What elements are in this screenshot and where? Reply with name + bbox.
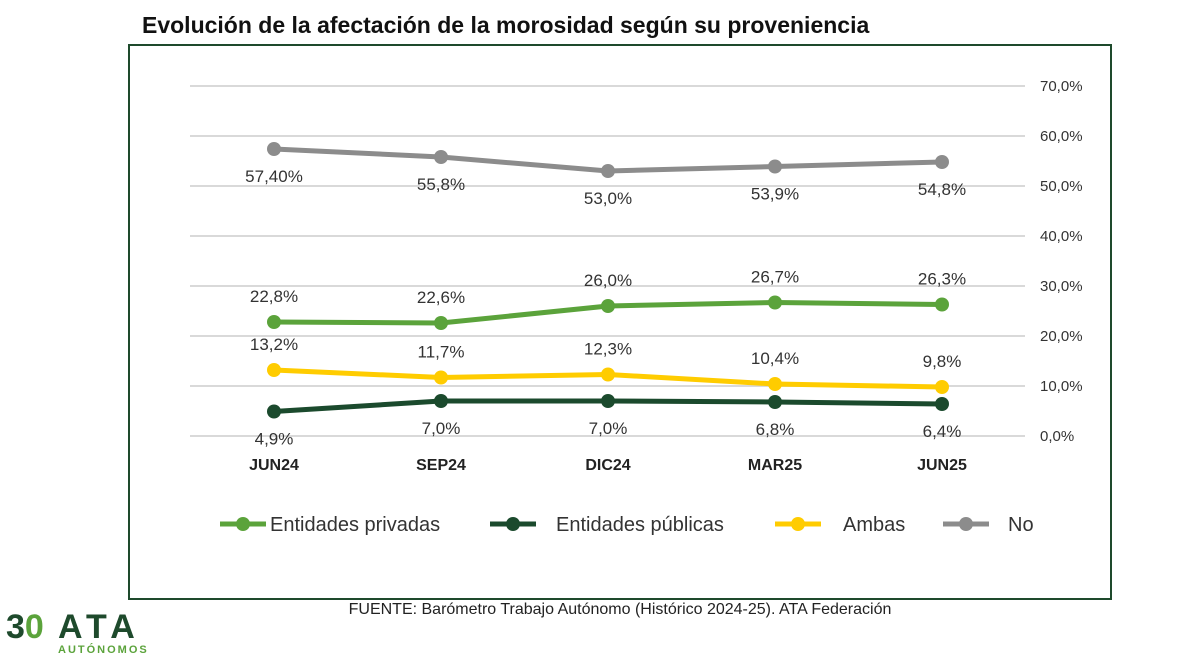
data-point [601,367,615,382]
y-tick-label: 70,0% [1040,78,1083,95]
legend-label: Entidades privadas [270,514,440,536]
data-label: 26,0% [584,271,632,290]
ata-logo: 30 ATA AUTÓNOMOS [6,610,156,658]
legend-label: Ambas [843,514,905,536]
chart-title: Evolución de la afectación de la morosid… [142,12,870,38]
y-tick-label: 10,0% [1040,378,1083,395]
data-point [601,394,615,408]
data-label: 53,9% [751,185,799,204]
data-label: 7,0% [422,419,461,438]
x-tick-label: JUN24 [249,457,299,474]
logo-subtitle: AUTÓNOMOS [58,644,149,656]
data-label: 4,9% [255,430,294,449]
legend-label: No [1008,514,1034,536]
x-tick-label: DIC24 [585,457,630,474]
data-point [935,397,949,411]
data-point [434,394,448,408]
data-label: 13,2% [250,335,298,354]
data-label: 26,7% [751,268,799,287]
data-point [267,363,281,377]
x-tick-label: MAR25 [748,457,802,474]
data-point [267,142,281,156]
data-point [768,377,782,391]
data-label: 57,40% [245,167,303,186]
data-point [267,315,281,329]
data-label: 6,8% [756,420,795,439]
data-label: 9,8% [923,352,962,371]
legend-label: Entidades públicas [556,514,724,536]
data-label: 22,8% [250,287,298,306]
data-point [434,150,448,164]
logo-name: ATA [58,608,141,646]
data-point [434,316,448,330]
data-label: 26,3% [918,270,966,289]
logo-number: 30 [6,608,44,646]
data-point [434,370,448,385]
y-tick-label: 30,0% [1040,278,1083,295]
data-point [935,380,949,394]
chart-frame [128,44,1112,600]
data-label: 10,4% [751,349,799,368]
legend-marker [236,517,250,531]
y-tick-label: 0,0% [1040,428,1074,445]
y-tick-label: 40,0% [1040,228,1083,245]
data-point [768,295,782,310]
data-label: 55,8% [417,175,465,194]
y-tick-label: 60,0% [1040,128,1083,145]
y-tick-label: 50,0% [1040,178,1083,195]
data-point [267,404,281,419]
x-tick-label: SEP24 [416,457,466,474]
data-label: 22,6% [417,288,465,307]
data-label: 7,0% [589,419,628,438]
data-label: 54,8% [918,180,966,199]
data-point [935,155,949,169]
data-point [768,395,782,409]
y-tick-label: 20,0% [1040,328,1083,345]
source-note: FUENTE: Barómetro Trabajo Autónomo (Hist… [348,601,892,618]
data-label: 53,0% [584,189,632,208]
data-point [768,159,782,174]
data-label: 12,3% [584,340,632,359]
legend-marker [791,517,805,531]
data-point [601,164,615,178]
data-label: 6,4% [923,422,962,441]
x-tick-label: JUN25 [917,457,967,474]
legend-marker [506,517,520,531]
data-label: 11,7% [418,343,465,362]
legend-marker [959,517,973,531]
data-point [935,297,949,312]
data-point [601,299,615,313]
